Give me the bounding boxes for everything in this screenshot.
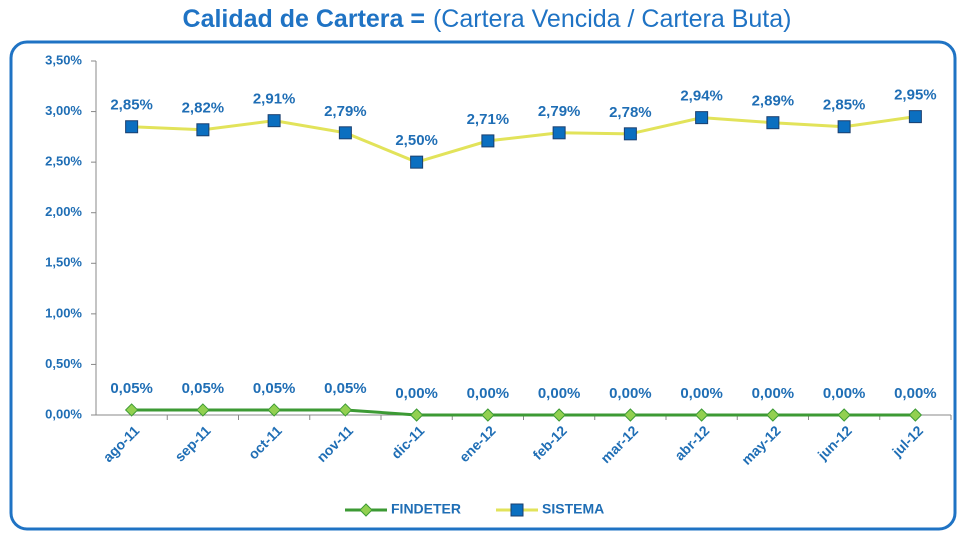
legend-label: FINDETER: [391, 501, 461, 517]
x-tick-label: nov-11: [313, 422, 356, 465]
x-tick-label: ene-12: [456, 422, 499, 465]
series-line: [131, 408, 916, 417]
marker: [908, 110, 922, 124]
data-label: 0,00%: [467, 385, 510, 402]
marker: [837, 120, 851, 134]
marker: [695, 111, 709, 125]
marker: [766, 408, 780, 422]
data-label: 0,00%: [538, 385, 581, 402]
marker: [623, 127, 637, 141]
y-tick-label: 3,50%: [45, 52, 82, 67]
marker: [552, 408, 566, 422]
data-label: 2,95%: [894, 87, 937, 104]
marker: [125, 120, 139, 134]
marker: [124, 403, 139, 417]
data-label: 0,00%: [395, 385, 438, 402]
x-tick-label: feb-12: [529, 422, 570, 463]
marker: [338, 403, 353, 417]
marker: [766, 116, 780, 130]
data-label: 0,00%: [609, 385, 652, 402]
data-label: 0,00%: [894, 385, 937, 402]
marker: [196, 403, 210, 417]
y-tick-label: 3,00%: [45, 103, 82, 118]
marker: [267, 114, 281, 128]
title-main: Calidad de Cartera =: [183, 5, 425, 33]
chart-title: Calidad de Cartera = (Cartera Vencida / C…: [183, 5, 792, 33]
y-tick-label: 0,00%: [45, 406, 82, 421]
data-label: 2,78%: [609, 104, 652, 121]
x-tick-label: dic-11: [388, 422, 428, 462]
marker: [837, 408, 851, 422]
legend-label: SISTEMA: [542, 501, 604, 517]
data-label: 2,85%: [110, 97, 153, 114]
marker: [481, 408, 495, 422]
y-tick-label: 0,50%: [45, 356, 82, 371]
data-label: 2,50%: [395, 132, 438, 149]
x-tick-label: abr-12: [671, 422, 712, 463]
marker: [908, 408, 923, 422]
data-label: 0,00%: [680, 385, 723, 402]
data-label: 2,79%: [538, 103, 581, 120]
legend-marker: [510, 503, 524, 517]
y-tick-label: 2,00%: [45, 204, 82, 219]
data-label: 2,94%: [680, 88, 723, 105]
marker: [552, 126, 566, 140]
marker: [338, 126, 352, 140]
x-tick-label: jun-12: [814, 422, 855, 463]
data-label: 0,05%: [324, 380, 367, 397]
data-label: 0,05%: [110, 380, 153, 397]
data-label: 2,85%: [823, 97, 866, 114]
x-tick-label: ago-11: [100, 422, 143, 465]
data-label: 2,82%: [182, 100, 225, 117]
data-label: 0,00%: [823, 385, 866, 402]
data-label: 2,89%: [752, 93, 795, 110]
data-label: 2,79%: [324, 103, 367, 120]
x-tick-label: sep-11: [171, 422, 213, 464]
data-label: 0,05%: [253, 380, 296, 397]
x-tick-label: mar-12: [597, 422, 641, 466]
marker: [694, 408, 709, 422]
marker: [196, 123, 210, 137]
marker: [410, 155, 424, 169]
y-tick-label: 1,00%: [45, 305, 82, 320]
legend-marker: [359, 503, 373, 517]
title-note: (Cartera Vencida / Cartera Buta): [433, 5, 792, 33]
y-tick-label: 1,50%: [45, 255, 82, 270]
x-tick-label: may-12: [738, 422, 784, 468]
marker: [409, 408, 424, 422]
y-tick-label: 2,50%: [45, 154, 82, 169]
marker: [267, 403, 281, 417]
data-label: 0,05%: [182, 380, 225, 397]
data-label: 0,00%: [752, 385, 795, 402]
frame: [9, 40, 957, 531]
marker: [481, 134, 495, 148]
data-label: 2,91%: [253, 91, 296, 108]
data-label: 2,71%: [467, 111, 510, 128]
x-tick-label: jul-12: [888, 422, 926, 460]
x-tick-label: oct-11: [245, 422, 285, 462]
series-line: [131, 115, 916, 164]
marker: [623, 408, 638, 422]
